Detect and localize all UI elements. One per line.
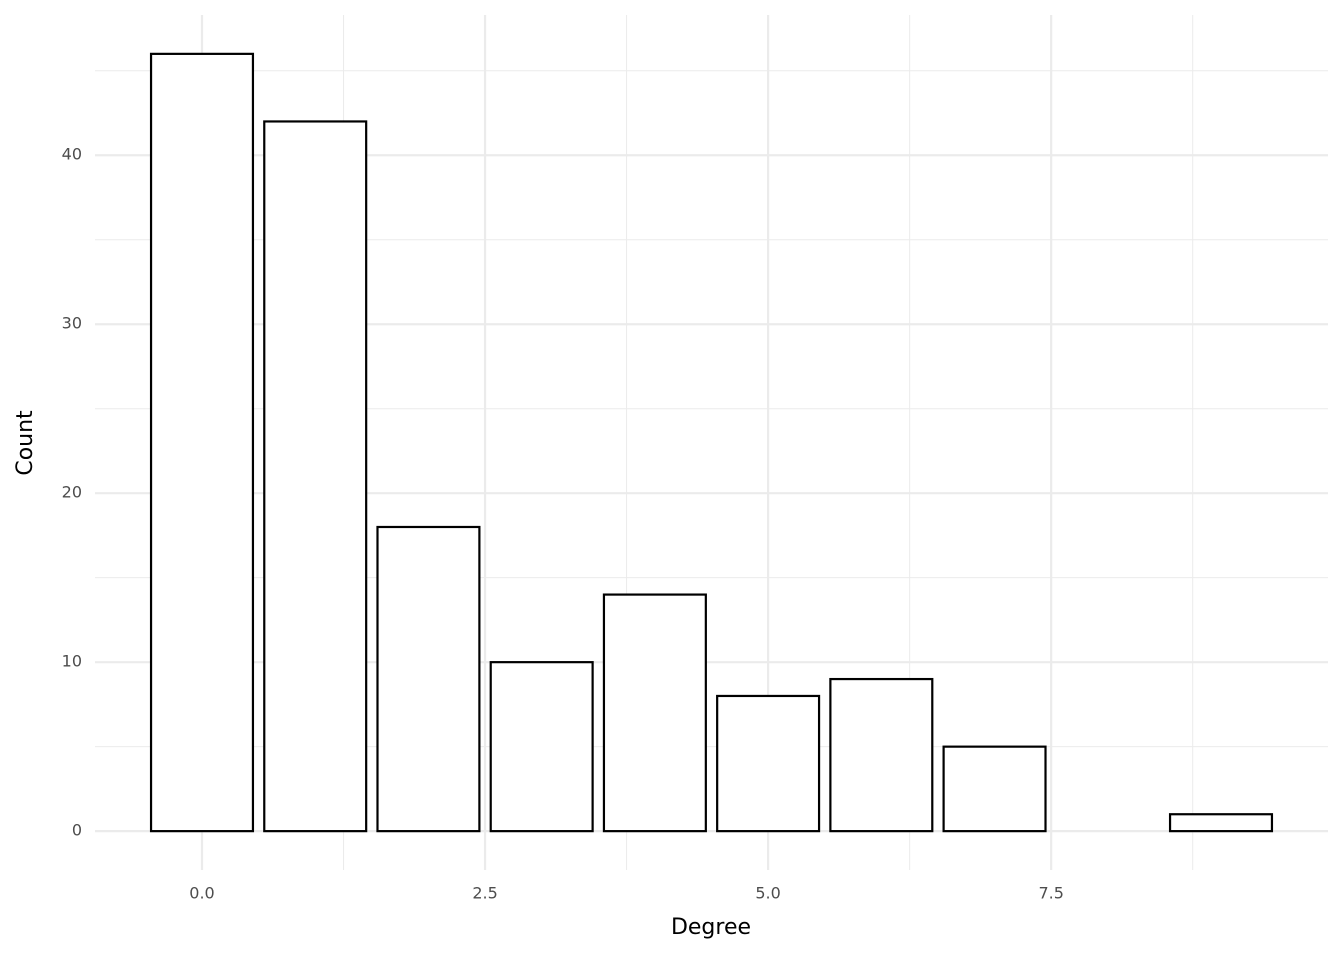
bar — [489, 661, 594, 833]
bar — [263, 120, 368, 833]
y-tick-label: 30 — [62, 314, 82, 333]
x-tick-label: 7.5 — [1038, 884, 1063, 903]
x-tick-label: 5.0 — [755, 884, 780, 903]
bars — [149, 52, 1274, 833]
bar — [942, 745, 1047, 833]
y-tick-label: 20 — [62, 483, 82, 502]
x-tick-label: 2.5 — [472, 884, 497, 903]
bar — [829, 677, 934, 833]
bar — [149, 52, 255, 833]
y-tick-label: 0 — [72, 821, 82, 840]
x-axis-title: Degree — [671, 915, 751, 940]
y-tick-label: 40 — [62, 145, 82, 164]
bar — [1168, 813, 1274, 833]
bar — [376, 525, 481, 833]
bar — [716, 694, 821, 833]
x-tick-label: 0.0 — [189, 884, 214, 903]
y-tick-label: 10 — [62, 652, 82, 671]
y-axis-title: Count — [13, 410, 38, 476]
bar — [602, 593, 707, 833]
